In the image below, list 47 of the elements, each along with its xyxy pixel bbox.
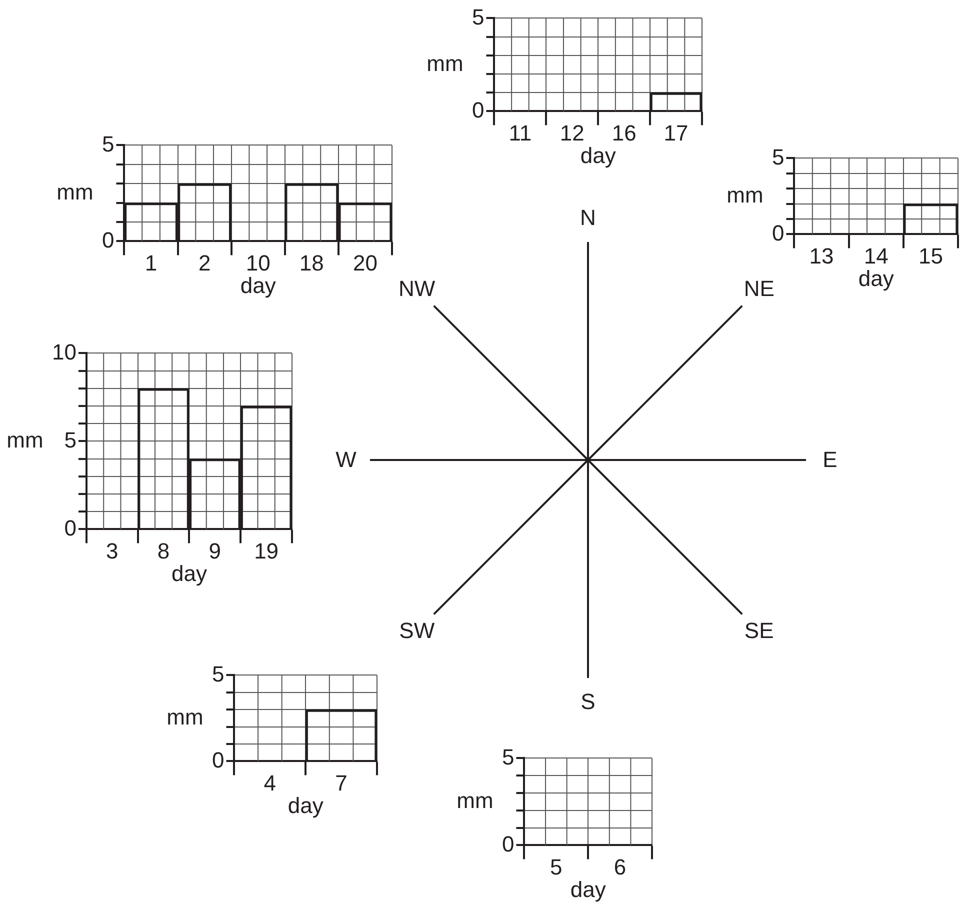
x-tick-label: 16 bbox=[612, 120, 636, 146]
x-axis-title: day bbox=[171, 560, 207, 586]
x-axis-title: day bbox=[288, 792, 324, 818]
x-tick-label: 13 bbox=[809, 243, 834, 268]
x-tick-label: 4 bbox=[264, 770, 276, 796]
x-tick-label: 8 bbox=[157, 538, 170, 564]
y-tick-label: 0 bbox=[102, 227, 114, 252]
y-tick-label: 0 bbox=[502, 831, 514, 856]
x-tick-label: 3 bbox=[106, 538, 118, 564]
x-tick-label: 11 bbox=[508, 120, 532, 146]
y-axis-title: mm bbox=[726, 182, 764, 208]
text: SW bbox=[399, 618, 435, 644]
x-tick-label: 20 bbox=[352, 250, 378, 276]
text: N bbox=[580, 205, 596, 231]
y-tick-label: 0 bbox=[64, 515, 76, 540]
y-tick-label: 0 bbox=[212, 747, 224, 772]
x-tick-label: 6 bbox=[614, 854, 626, 880]
text: SE bbox=[744, 618, 774, 644]
x-tick-label: 2 bbox=[198, 250, 211, 276]
x-axis-title: day bbox=[858, 266, 894, 291]
y-tick-label: 10 bbox=[52, 339, 76, 364]
y-axis-title: mm bbox=[426, 50, 464, 76]
text: NE bbox=[744, 276, 774, 302]
y-tick-label: 0 bbox=[472, 97, 484, 122]
x-tick-label: 15 bbox=[918, 243, 943, 268]
y-axis-title: mm bbox=[166, 704, 204, 730]
x-tick-label: 18 bbox=[299, 250, 324, 276]
x-tick-label: 12 bbox=[560, 120, 584, 146]
x-axis-title: day bbox=[570, 876, 606, 902]
text: W bbox=[336, 447, 356, 473]
y-axis-title: mm bbox=[6, 427, 44, 452]
y-tick-label: 5 bbox=[64, 427, 76, 452]
y-axis-title: mm bbox=[456, 788, 494, 813]
text: NW bbox=[398, 276, 436, 302]
x-tick-label: 1 bbox=[144, 250, 158, 276]
x-tick-label: 17 bbox=[664, 120, 688, 146]
text: S bbox=[580, 689, 596, 715]
y-tick-label: 0 bbox=[772, 220, 784, 246]
x-tick-label: 10 bbox=[246, 250, 270, 276]
x-axis-title: day bbox=[240, 272, 276, 298]
x-tick-label: 14 bbox=[864, 243, 888, 268]
x-tick-label: 7 bbox=[335, 770, 348, 796]
text: E bbox=[822, 447, 838, 473]
x-axis-title: day bbox=[580, 142, 616, 168]
x-tick-label: 19 bbox=[254, 538, 279, 564]
y-axis-title: mm bbox=[56, 179, 94, 204]
x-tick-label: 9 bbox=[208, 538, 222, 564]
